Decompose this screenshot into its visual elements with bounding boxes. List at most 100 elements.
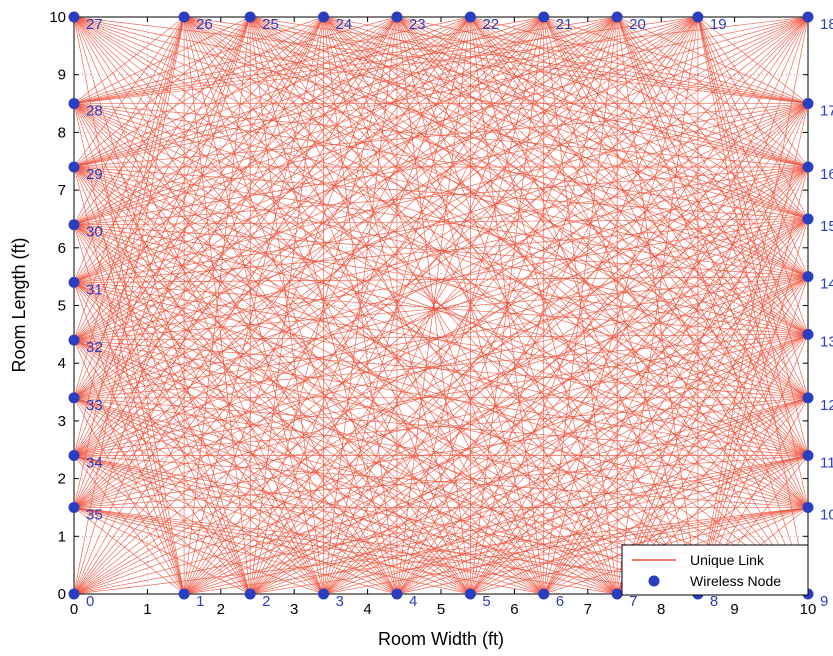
link-line xyxy=(470,16,809,277)
wireless-node-label: 20 xyxy=(629,16,646,33)
link-line xyxy=(73,16,471,456)
link-line xyxy=(543,16,809,335)
link-line xyxy=(249,16,618,595)
link-line xyxy=(323,16,699,595)
wireless-node-label: 19 xyxy=(710,16,727,33)
link-line xyxy=(73,16,324,283)
link-line xyxy=(73,16,324,104)
link-line xyxy=(73,16,618,283)
link-line xyxy=(73,507,251,595)
link-line xyxy=(73,218,809,508)
legend-node-swatch xyxy=(648,575,660,587)
link-line xyxy=(73,103,809,283)
wireless-node-marker xyxy=(178,11,190,23)
link-line xyxy=(543,16,809,595)
x-tick-label: 8 xyxy=(657,601,665,618)
link-line xyxy=(73,16,398,508)
link-line xyxy=(323,276,809,595)
wireless-node-label: 8 xyxy=(710,593,718,610)
link-line xyxy=(73,103,809,399)
link-line xyxy=(73,397,251,595)
link-line xyxy=(184,16,809,104)
link-line xyxy=(183,16,809,277)
wireless-node-marker xyxy=(802,328,814,340)
wireless-node-marker xyxy=(68,501,80,513)
link-line xyxy=(73,507,618,595)
link-line xyxy=(73,455,185,595)
link-line xyxy=(183,16,324,595)
wireless-node-label: 1 xyxy=(196,593,204,610)
link-line xyxy=(73,16,185,508)
wireless-node-label: 22 xyxy=(482,16,499,33)
wireless-node-marker xyxy=(802,161,814,173)
link-line xyxy=(73,16,809,341)
link-line xyxy=(697,16,809,220)
link-line xyxy=(73,16,251,104)
link-line xyxy=(73,16,471,341)
link-line xyxy=(323,16,809,277)
y-tick-label: 10 xyxy=(49,9,66,26)
link-line xyxy=(183,334,809,595)
link-line xyxy=(73,16,698,168)
link-line xyxy=(396,16,809,595)
link-line xyxy=(73,16,398,456)
link-line xyxy=(697,276,809,595)
link-line xyxy=(73,16,398,168)
link-line xyxy=(183,16,545,595)
link-line xyxy=(616,16,809,277)
link-line xyxy=(73,16,699,226)
link-line xyxy=(73,103,809,341)
y-tick-label: 6 xyxy=(58,240,66,257)
link-line xyxy=(73,455,544,595)
link-line xyxy=(73,16,545,595)
wireless-node-marker xyxy=(68,450,80,462)
link-line xyxy=(73,16,699,283)
link-line xyxy=(73,103,809,226)
link-line xyxy=(396,16,618,595)
link-line xyxy=(73,507,471,595)
link-line xyxy=(183,16,809,220)
wireless-node-marker xyxy=(244,11,256,23)
wireless-node-label: 2 xyxy=(262,593,270,610)
legend: Unique Link Wireless Node xyxy=(621,544,809,596)
link-line xyxy=(73,16,251,508)
wireless-node-label: 5 xyxy=(482,593,490,610)
legend-node-label: Wireless Node xyxy=(690,573,781,589)
link-line xyxy=(250,16,809,277)
link-line xyxy=(73,16,618,341)
link-line xyxy=(73,16,398,104)
link-line xyxy=(543,334,809,595)
wireless-node-label: 10 xyxy=(820,506,833,523)
link-line xyxy=(249,16,809,595)
link-line xyxy=(617,16,809,104)
link-line xyxy=(73,397,471,595)
link-line xyxy=(73,16,544,399)
link-line xyxy=(73,16,398,341)
wireless-node-marker xyxy=(68,392,80,404)
link-line xyxy=(73,507,698,595)
link-line xyxy=(73,455,618,595)
wireless-node-marker xyxy=(244,588,256,600)
link-line xyxy=(697,16,809,595)
link-line xyxy=(73,16,398,283)
wireless-node-marker xyxy=(318,588,330,600)
wireless-node-marker xyxy=(68,98,80,110)
wireless-node-marker xyxy=(68,276,80,288)
link-line xyxy=(73,166,809,508)
link-line xyxy=(73,16,618,226)
link-line xyxy=(73,166,809,226)
link-line xyxy=(73,16,185,283)
link-line xyxy=(73,16,809,220)
y-tick-label: 7 xyxy=(58,182,66,199)
wireless-node-label: 24 xyxy=(336,16,353,33)
link-line xyxy=(73,16,699,456)
x-tick-label: 6 xyxy=(510,601,518,618)
link-line xyxy=(73,397,618,595)
link-line xyxy=(73,16,324,456)
wireless-node-label: 4 xyxy=(409,593,417,610)
wireless-node-marker xyxy=(538,11,550,23)
link-line xyxy=(73,455,698,595)
wireless-node-marker xyxy=(178,588,190,600)
link-line xyxy=(73,16,544,341)
